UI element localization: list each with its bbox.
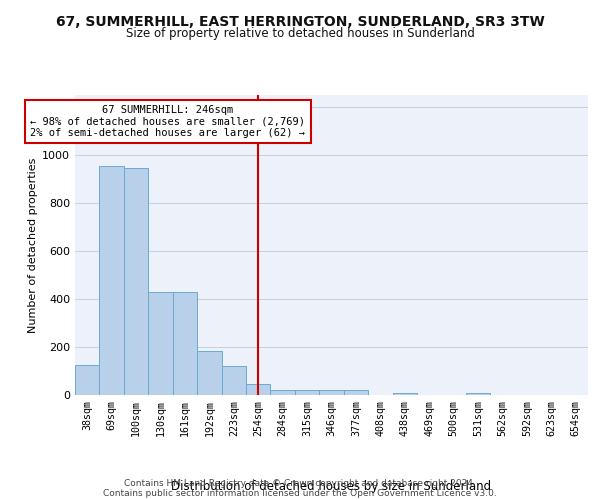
Bar	[173, 292, 197, 395]
Bar	[75, 365, 100, 395]
Bar	[100, 166, 124, 395]
Bar	[124, 168, 148, 395]
Text: 67, SUMMERHILL, EAST HERRINGTON, SUNDERLAND, SR3 3TW: 67, SUMMERHILL, EAST HERRINGTON, SUNDERL…	[56, 15, 544, 29]
Text: Contains public sector information licensed under the Open Government Licence v3: Contains public sector information licen…	[103, 488, 497, 498]
Bar	[295, 390, 319, 395]
Bar	[148, 292, 173, 395]
Bar	[392, 392, 417, 395]
Bar	[197, 350, 221, 395]
Bar	[246, 384, 271, 395]
Bar	[271, 390, 295, 395]
Bar	[319, 390, 344, 395]
Text: 67 SUMMERHILL: 246sqm
← 98% of detached houses are smaller (2,769)
2% of semi-de: 67 SUMMERHILL: 246sqm ← 98% of detached …	[31, 105, 305, 138]
Bar	[466, 392, 490, 395]
Text: Size of property relative to detached houses in Sunderland: Size of property relative to detached ho…	[125, 28, 475, 40]
Text: Contains HM Land Registry data © Crown copyright and database right 2024.: Contains HM Land Registry data © Crown c…	[124, 478, 476, 488]
X-axis label: Distribution of detached houses by size in Sunderland: Distribution of detached houses by size …	[172, 480, 491, 494]
Bar	[221, 366, 246, 395]
Y-axis label: Number of detached properties: Number of detached properties	[28, 158, 38, 332]
Bar	[344, 390, 368, 395]
